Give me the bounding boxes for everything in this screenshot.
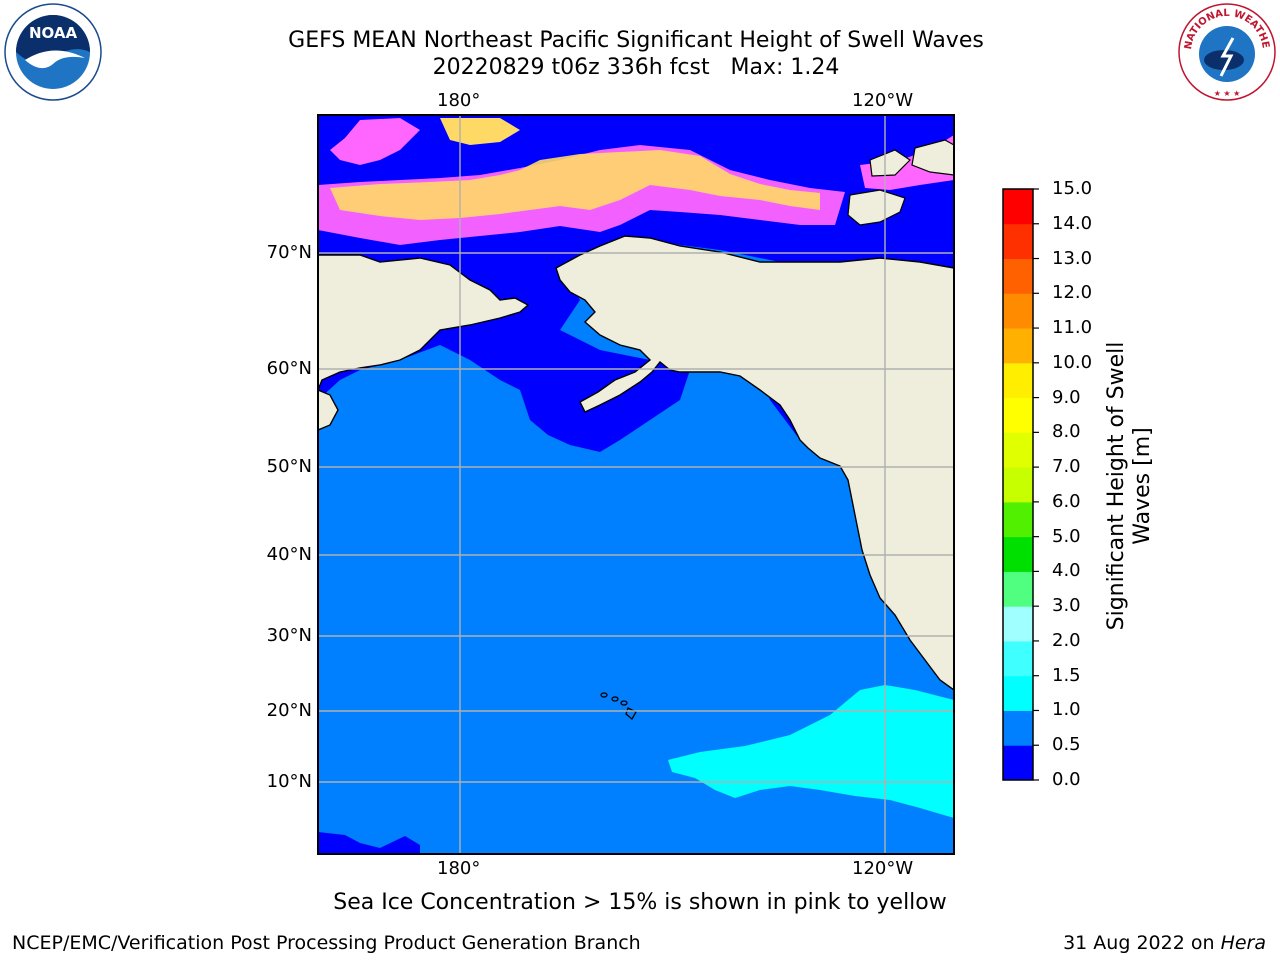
colorbar-label: Significant Height of Swell Waves [m]: [1100, 176, 1160, 796]
colorbar-segment: [1003, 432, 1033, 468]
colorbar-segment: [1003, 189, 1033, 225]
colorbar-tick-label: 1.5: [1052, 664, 1081, 686]
footer-branch: NCEP/EMC/Verification Post Processing Pr…: [12, 932, 641, 954]
colorbar-tick-label: 2.0: [1052, 629, 1081, 651]
colorbar-segment: [1003, 258, 1033, 294]
colorbar-segment: [1003, 571, 1033, 607]
colorbar-segment: [1003, 362, 1033, 399]
footer-machine: Hera: [1220, 932, 1266, 954]
colorbar-segment: [1003, 710, 1033, 746]
colorbar-tick-label: 12.0: [1052, 282, 1093, 304]
lon-tick-bottom-180: 180°: [437, 858, 481, 879]
colorbar-segment: [1003, 293, 1033, 329]
colorbar-tick-label: 11.0: [1052, 317, 1093, 339]
colorbar-tick-label: 9.0: [1052, 386, 1081, 408]
colorbar-segment: [1003, 536, 1033, 572]
lat-tick-60n: 60°N: [266, 358, 312, 379]
colorbar-frame: [1002, 188, 1034, 781]
noaa-logo: NOAA: [3, 2, 103, 102]
footer-date: 31 Aug 2022 on Hera: [1063, 932, 1266, 954]
colorbar-tick-label: 10.0: [1052, 351, 1093, 373]
map-frame: [317, 114, 955, 855]
svg-text:★ ★ ★: ★ ★ ★: [1214, 89, 1241, 98]
lat-tick-30n: 30°N: [266, 625, 312, 646]
colorbar-tick-label: 15.0: [1052, 178, 1093, 199]
colorbar-tick-label: 6.0: [1052, 490, 1081, 512]
moderate-swell-region: [668, 685, 954, 818]
colorbar-tick-label: 0.5: [1052, 734, 1081, 756]
colorbar-segment: [1003, 606, 1033, 642]
lon-tick-bottom-120w: 120°W: [852, 858, 914, 879]
colorbar-label-line2: Waves [m]: [1130, 427, 1155, 545]
nws-logo: NATIONAL WEATHER SERVICE ★ ★ ★: [1173, 0, 1277, 102]
lat-tick-20n: 20°N: [266, 700, 312, 721]
colorbar-segment: [1003, 397, 1033, 433]
colorbar-segment: [1003, 501, 1033, 538]
siberia-land: [318, 254, 530, 391]
colorbar: [1003, 188, 1039, 781]
lat-tick-10n: 10°N: [266, 771, 312, 792]
colorbar-tick-label: 0.0: [1052, 769, 1081, 790]
lat-tick-50n: 50°N: [266, 456, 312, 477]
footer-date-text: 31 Aug 2022 on: [1063, 932, 1221, 954]
north-america-land: [555, 235, 954, 691]
colorbar-tick-label: 3.0: [1052, 595, 1081, 617]
colorbar-segment: [1003, 328, 1033, 364]
colorbar-tick-label: 5.0: [1052, 525, 1081, 547]
colorbar-segment: [1003, 223, 1033, 260]
colorbar-segment: [1003, 745, 1033, 781]
colorbar-tick-label: 14.0: [1052, 212, 1093, 234]
colorbar-tick-label: 7.0: [1052, 456, 1081, 478]
noaa-logo-text: NOAA: [29, 24, 78, 42]
colorbar-segment: [1003, 675, 1033, 711]
lon-tick-top-120w: 120°W: [852, 90, 914, 111]
chart-title: GEFS MEAN Northeast Pacific Significant …: [288, 28, 984, 53]
colorbar-segment: [1003, 640, 1033, 677]
lat-tick-70n: 70°N: [266, 242, 312, 263]
sea-ice-note: Sea Ice Concentration > 15% is shown in …: [333, 890, 947, 915]
chart-subtitle: 20220829 t06z 336h fcst Max: 1.24: [432, 55, 840, 80]
colorbar-tick-label: 8.0: [1052, 421, 1081, 443]
colorbar-segment: [1003, 467, 1033, 503]
colorbar-tick-label: 4.0: [1052, 560, 1081, 582]
colorbar-tick-label: 1.0: [1052, 699, 1081, 721]
graticule: [318, 115, 954, 854]
colorbar-tick-label: 13.0: [1052, 247, 1093, 269]
lat-tick-40n: 40°N: [266, 544, 312, 565]
colorbar-label-line1: Significant Height of Swell: [1104, 341, 1129, 631]
lon-tick-top-180: 180°: [437, 90, 481, 111]
